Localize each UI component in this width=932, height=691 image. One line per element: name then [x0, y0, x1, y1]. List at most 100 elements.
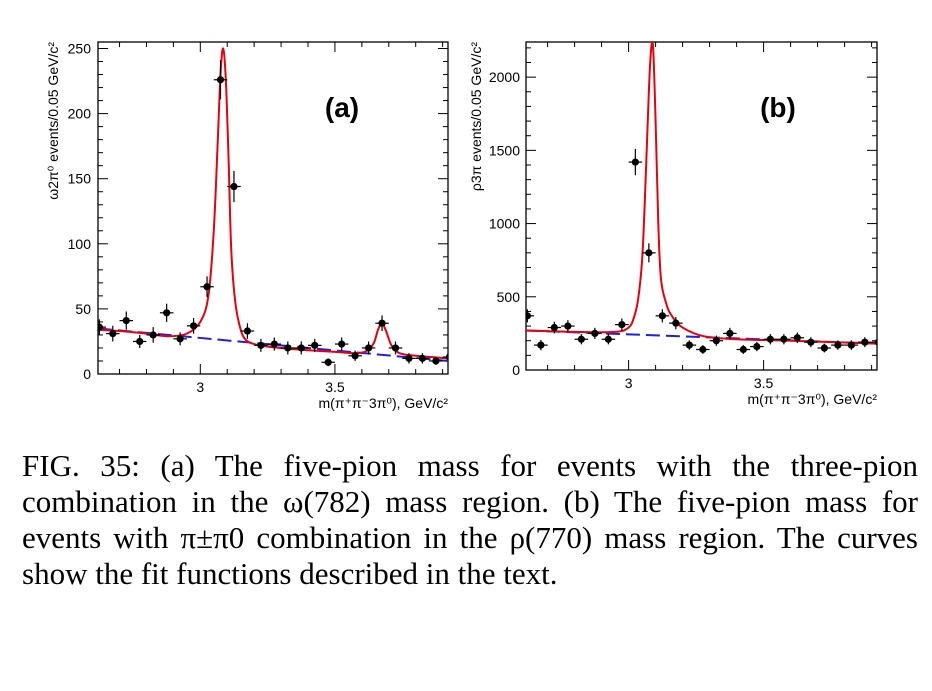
data-marker — [176, 335, 184, 343]
data-marker — [793, 334, 801, 342]
data-marker — [216, 76, 225, 84]
data-point — [790, 332, 805, 344]
data-marker — [712, 337, 720, 345]
data-marker — [699, 345, 707, 354]
data-marker — [122, 317, 130, 325]
data-point — [159, 303, 174, 322]
data-marker — [766, 335, 774, 343]
y-tick-label: 50 — [75, 301, 91, 317]
data-point — [777, 334, 791, 345]
data-marker — [338, 340, 346, 348]
plot-area — [526, 42, 877, 354]
data-marker — [149, 331, 157, 339]
data-point — [186, 318, 201, 334]
data-marker — [230, 182, 238, 191]
data-marker — [685, 341, 693, 349]
data-marker — [820, 344, 828, 352]
data-point — [723, 327, 737, 339]
data-point — [736, 345, 751, 354]
data-marker — [257, 341, 265, 349]
plot-area — [98, 47, 448, 367]
data-marker — [136, 337, 144, 346]
data-marker — [537, 341, 545, 349]
data-marker — [739, 345, 747, 354]
data-point — [547, 321, 562, 334]
data-point — [200, 276, 214, 298]
data-point — [361, 341, 376, 355]
data-point — [682, 340, 697, 350]
data-point — [106, 325, 120, 342]
data-point — [294, 341, 308, 355]
data-marker — [672, 319, 680, 327]
data-marker — [753, 342, 761, 351]
data-marker — [311, 341, 319, 349]
data-point — [133, 334, 147, 348]
data-point — [321, 358, 335, 367]
data-point — [696, 345, 710, 354]
y-tick-label: 1500 — [489, 142, 520, 158]
y-tick-label: 0 — [83, 366, 91, 382]
data-marker — [391, 344, 400, 352]
data-point — [561, 320, 575, 332]
data-marker — [351, 352, 359, 360]
plot-frame — [97, 41, 449, 375]
data-point — [642, 243, 656, 263]
y-axis-title: ρ3π events/0.05 GeV/c² — [468, 42, 484, 191]
data-point — [601, 334, 616, 345]
data-marker — [861, 338, 869, 346]
data-marker — [109, 330, 117, 338]
signal-fit-curve — [98, 47, 448, 360]
data-point — [871, 338, 877, 346]
data-point — [254, 338, 268, 352]
y-tick-label: 250 — [68, 41, 92, 57]
y-tick-label: 150 — [68, 171, 92, 187]
data-point — [267, 337, 282, 351]
y-tick-label: 100 — [68, 236, 92, 252]
data-marker — [645, 249, 653, 257]
data-point — [98, 319, 107, 335]
data-point — [574, 334, 589, 345]
panel-a: 0 50 100 150 200 250 3 3.5m(π⁺π⁻3π⁰), GeV/c² ω2π… — [45, 41, 449, 411]
data-marker — [163, 309, 171, 317]
data-point — [119, 311, 133, 330]
data-point — [415, 353, 430, 364]
panel-label: (b) — [760, 92, 796, 123]
y-tick-label: 500 — [497, 289, 521, 305]
data-marker — [98, 323, 103, 331]
data-point — [227, 170, 241, 203]
data-marker — [189, 322, 198, 330]
data-marker — [564, 322, 572, 330]
data-marker — [243, 327, 252, 335]
data-marker — [780, 335, 788, 343]
data-point — [526, 309, 535, 323]
data-point — [844, 340, 859, 350]
data-point — [831, 340, 845, 350]
data-point — [402, 353, 416, 364]
data-marker — [604, 335, 612, 343]
data-point — [804, 337, 818, 348]
y-tick-label: 200 — [68, 106, 92, 122]
data-point — [308, 338, 322, 352]
data-marker — [726, 329, 734, 337]
data-point — [334, 337, 349, 351]
figure-caption: FIG. 35: (a) The five-pion mass for even… — [22, 448, 918, 592]
figure-caption-text: FIG. 35: (a) The five-pion mass for even… — [22, 448, 918, 591]
data-point — [669, 316, 683, 330]
signal-fit-curve — [526, 42, 877, 345]
data-marker — [418, 354, 427, 362]
data-marker — [284, 344, 292, 352]
data-marker — [658, 312, 666, 320]
data-marker — [526, 312, 531, 320]
data-marker — [834, 341, 842, 349]
x-tick-label: 3.5 — [325, 379, 345, 395]
data-point — [146, 327, 160, 343]
data-marker — [847, 341, 855, 349]
data-marker — [270, 340, 278, 348]
data-marker — [807, 338, 815, 346]
data-marker — [591, 329, 599, 337]
background-fit-line — [98, 327, 448, 362]
y-tick-label: 2000 — [489, 69, 520, 85]
x-axis-title: m(π⁺π⁻3π⁰), GeV/c² — [748, 391, 878, 407]
x-axis-title: m(π⁺π⁻3π⁰), GeV/c² — [319, 395, 449, 411]
